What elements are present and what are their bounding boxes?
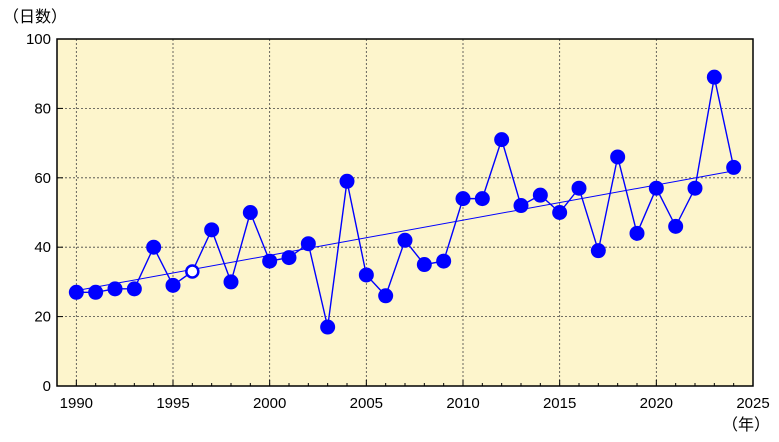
data-point xyxy=(223,274,239,290)
data-point-open xyxy=(185,264,200,279)
x-tick-label: 2005 xyxy=(350,395,383,412)
data-point xyxy=(513,198,529,214)
data-point xyxy=(320,319,336,335)
data-point xyxy=(88,284,104,300)
data-point xyxy=(590,243,606,259)
data-points xyxy=(68,69,742,335)
data-point xyxy=(571,180,587,196)
data-point xyxy=(726,159,742,175)
data-point xyxy=(416,257,432,273)
x-tick-labels: 1990 1995 2000 2005 2010 2015 2020 2025 xyxy=(60,395,770,412)
x-tick-label: 1995 xyxy=(156,395,189,412)
data-point xyxy=(242,205,258,220)
data-point xyxy=(436,253,452,269)
y-tick-label: 100 xyxy=(26,31,51,48)
data-point xyxy=(68,284,84,300)
y-tick-label: 60 xyxy=(34,170,51,187)
data-point xyxy=(629,225,645,241)
x-axis-unit: （年） xyxy=(722,415,770,434)
data-point xyxy=(300,236,316,252)
data-point xyxy=(706,69,722,85)
data-point xyxy=(687,180,703,196)
y-tick-label: 80 xyxy=(34,100,51,117)
x-tick-label: 2025 xyxy=(736,395,769,412)
y-tick-label: 20 xyxy=(34,309,51,326)
plot-area xyxy=(57,39,753,386)
data-point xyxy=(397,232,413,248)
data-point xyxy=(455,191,471,207)
x-tick-label: 1990 xyxy=(60,395,93,412)
data-point xyxy=(474,191,490,207)
data-point xyxy=(126,281,142,297)
data-point xyxy=(339,173,355,189)
y-tick-labels: 100 80 60 40 20 0 xyxy=(26,31,51,395)
data-point xyxy=(281,250,297,266)
data-point xyxy=(610,149,626,165)
y-tick-label: 0 xyxy=(43,378,51,395)
data-point xyxy=(146,239,162,255)
x-tick-label: 2000 xyxy=(253,395,286,412)
x-tick-label: 2010 xyxy=(446,395,479,412)
data-point xyxy=(358,267,374,283)
plot-frame xyxy=(56,38,754,387)
data-point xyxy=(165,277,181,293)
y-tick-label: 40 xyxy=(34,239,51,256)
data-point xyxy=(532,187,548,203)
x-tick-label: 2015 xyxy=(543,395,576,412)
data-point xyxy=(552,205,568,220)
data-point xyxy=(107,281,123,297)
axis-ticks xyxy=(57,38,754,387)
x-tick-label: 2020 xyxy=(640,395,673,412)
y-axis-unit: （日数） xyxy=(3,7,67,26)
data-point xyxy=(668,218,684,234)
data-point xyxy=(648,180,664,196)
data-point xyxy=(262,253,278,269)
data-point xyxy=(378,288,394,304)
data-point xyxy=(204,222,220,238)
data-point xyxy=(494,132,510,148)
